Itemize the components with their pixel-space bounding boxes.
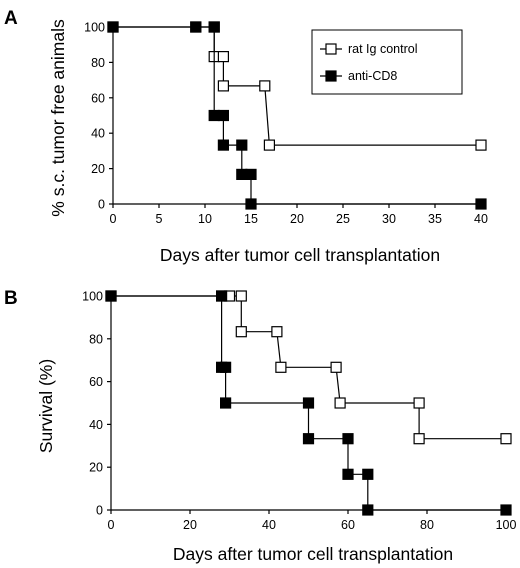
- y-tick-label: 0: [96, 504, 103, 518]
- data-point-anti-cd8: [302, 433, 315, 445]
- y-tick-label: 40: [89, 418, 103, 432]
- panel-b-x-axis-title: Days after tumor cell transplantation: [173, 544, 453, 564]
- legend-label-anti-cd8: anti-CD8: [348, 69, 397, 83]
- data-point-anti-cd8: [217, 109, 229, 122]
- data-point-anti-cd8: [236, 139, 248, 151]
- y-tick-label: 80: [91, 56, 105, 70]
- data-point-control: [235, 290, 247, 302]
- data-point-anti-cd8: [220, 361, 232, 373]
- data-point-anti-cd8: [220, 397, 232, 409]
- data-point-control: [235, 326, 247, 338]
- x-tick-label: 60: [341, 518, 355, 532]
- x-tick-label: 100: [496, 518, 517, 532]
- y-tick-label: 80: [89, 332, 103, 346]
- x-tick-label: 0: [110, 212, 117, 226]
- y-tick-label: 60: [91, 91, 105, 105]
- data-point-anti-cd8: [216, 290, 228, 302]
- panel-b-letter: B: [4, 288, 18, 309]
- y-tick-label: 20: [91, 162, 105, 176]
- data-point-control: [217, 80, 229, 92]
- data-point-control: [334, 397, 346, 409]
- panel-a-x-axis-title: Days after tumor cell transplantation: [160, 245, 440, 265]
- data-point-anti-cd8: [342, 433, 354, 445]
- x-tick-label: 15: [244, 212, 258, 226]
- panel-b: B Survival (%) Days after tumor cell tra…: [4, 288, 516, 564]
- data-point-control: [259, 80, 271, 92]
- data-point-control: [413, 433, 425, 445]
- x-tick-label: 0: [108, 518, 115, 532]
- data-point-anti-cd8: [362, 468, 374, 480]
- legend-marker-anti-cd8: [325, 70, 337, 82]
- y-tick-label: 0: [98, 198, 105, 212]
- panel-a-axes: 0 5 10 15 20 25 30 35 40 0 20 40 60 80 100: [84, 21, 488, 227]
- panel-a-letter: A: [4, 8, 18, 29]
- data-point-control: [330, 361, 342, 373]
- panel-b-series: [105, 290, 512, 516]
- data-point-control: [263, 139, 275, 151]
- data-point-anti-cd8: [217, 139, 229, 151]
- panel-b-y-axis-title: Survival (%): [36, 359, 56, 453]
- legend-label-control: rat Ig control: [348, 42, 417, 56]
- y-tick-label: 100: [82, 290, 103, 304]
- data-point-anti-cd8: [245, 198, 257, 210]
- y-tick-label: 100: [84, 21, 105, 35]
- data-point-anti-cd8: [500, 504, 512, 516]
- data-point-anti-cd8: [342, 468, 354, 480]
- x-tick-label: 25: [336, 212, 350, 226]
- y-tick-label: 20: [89, 461, 103, 475]
- x-tick-label: 40: [474, 212, 488, 226]
- data-point-control: [271, 326, 283, 338]
- data-point-anti-cd8: [190, 21, 202, 33]
- data-point-anti-cd8: [245, 168, 257, 180]
- x-tick-label: 5: [156, 212, 163, 226]
- x-tick-label: 10: [198, 212, 212, 226]
- x-tick-label: 20: [183, 518, 197, 532]
- data-point-anti-cd8: [105, 290, 117, 302]
- data-point-anti-cd8: [302, 397, 315, 409]
- data-point-anti-cd8: [236, 168, 248, 180]
- data-point-anti-cd8: [107, 21, 119, 33]
- data-point-anti-cd8: [208, 21, 220, 33]
- x-tick-label: 35: [428, 212, 442, 226]
- data-point-anti-cd8: [362, 504, 374, 516]
- data-point-control: [217, 50, 229, 63]
- x-tick-label: 80: [420, 518, 434, 532]
- y-tick-label: 60: [89, 375, 103, 389]
- data-point-anti-cd8: [475, 198, 487, 210]
- y-tick-label: 40: [91, 127, 105, 141]
- x-tick-label: 40: [262, 518, 276, 532]
- data-point-control: [500, 433, 512, 445]
- series-line-anti-cd8: [111, 295, 506, 511]
- data-point-control: [413, 397, 425, 409]
- panel-a: A % s.c. tumor free animals Days after t…: [4, 8, 488, 265]
- panel-a-legend: rat Ig control anti-CD8: [311, 29, 463, 95]
- data-point-control: [275, 361, 287, 373]
- legend-box: [311, 29, 463, 95]
- panel-a-y-axis-title: % s.c. tumor free animals: [48, 19, 68, 217]
- legend-marker-control: [325, 43, 337, 55]
- panel-a-series: [107, 21, 487, 210]
- panel-b-axes: 0 20 40 60 80 100 0 20 40 60 80 100: [82, 290, 516, 533]
- data-point-control: [475, 139, 487, 151]
- x-tick-label: 20: [290, 212, 304, 226]
- data-point-anti-cd8: [208, 109, 220, 122]
- x-tick-label: 30: [382, 212, 396, 226]
